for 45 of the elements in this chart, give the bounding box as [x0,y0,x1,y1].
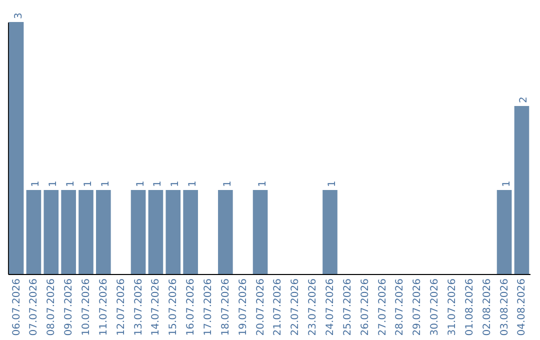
x-tick-label: 19.07.2026 [238,278,249,336]
x-tick-label: 02.08.2026 [482,278,493,336]
x-tick-label: 09.07.2026 [64,278,75,336]
x-tick-label: 15.07.2026 [168,278,180,336]
data-label: 1 [188,180,199,187]
x-tick-label: 25.07.2026 [342,278,354,336]
x-tick-label: 28.07.2026 [394,278,406,336]
data-label: 1 [501,180,512,187]
x-tick-label: 16.07.2026 [186,278,197,336]
data-label: 1 [257,180,268,187]
data-label: 1 [327,180,338,187]
x-tick-label: 18.07.2026 [220,278,232,336]
data-label: 1 [30,180,42,187]
x-tick-label: 29.07.2026 [412,278,424,336]
x-tick-label: 17.07.2026 [203,278,214,336]
data-label: 2 [518,96,530,103]
x-tick-label: 14.07.2026 [150,278,162,336]
x-tick-label: 13.07.2026 [133,278,144,336]
x-tick-label: 27.07.2026 [377,278,388,336]
data-label: 1 [135,180,146,187]
x-tick-label: 22.07.2026 [290,278,302,336]
x-tick-label: 11.07.2026 [98,278,110,336]
x-tick-label: 04.08.2026 [516,278,528,336]
x-tick-label: 12.07.2026 [116,278,127,336]
x-tick-label: 08.07.2026 [46,278,58,336]
data-label: 1 [170,180,182,187]
data-label: 3 [13,12,24,19]
data-label: 1 [48,180,60,187]
x-tick-label: 03.08.2026 [499,278,510,336]
x-tick-label: 10.07.2026 [80,278,92,336]
data-label: 1 [82,180,94,187]
x-tick-label: 30.07.2026 [430,278,441,336]
data-label: 1 [152,180,164,187]
x-tick-label: 01.08.2026 [464,278,476,336]
x-tick-label: 24.07.2026 [325,278,336,336]
x-tick-label: 21.07.2026 [272,278,284,336]
x-tick-label: 06.07.2026 [11,278,22,336]
x-tick-label: 07.07.2026 [28,278,40,336]
x-tick-label: 26.07.2026 [360,278,371,336]
x-tick-label: 31.07.2026 [447,278,458,336]
data-label: 1 [100,180,112,187]
x-tick-label: 23.07.2026 [308,278,319,336]
x-tick-label: 20.07.2026 [255,278,266,336]
data-label: 1 [222,180,234,187]
data-label: 1 [66,180,77,187]
